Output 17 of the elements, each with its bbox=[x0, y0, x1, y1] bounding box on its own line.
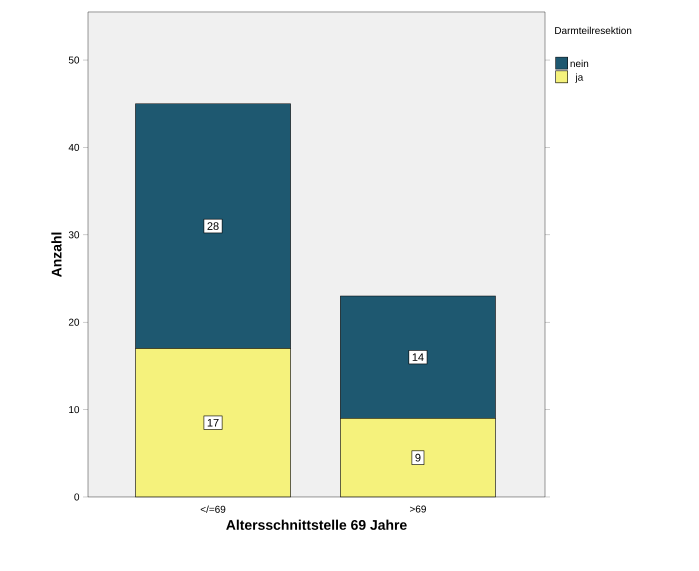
x-tick-label: >69 bbox=[410, 506, 426, 513]
y-axis-title: Anzahl bbox=[51, 232, 62, 277]
x-axis-title: Altersschnittstelle 69 Jahre bbox=[226, 520, 407, 530]
data-label: 14 bbox=[412, 353, 424, 361]
y-tick-label: 20 bbox=[68, 318, 80, 326]
x-tick-label: </=69 bbox=[200, 506, 226, 513]
data-label: 28 bbox=[207, 222, 219, 230]
y-tick-label: 40 bbox=[68, 144, 80, 151]
y-tick-label: 50 bbox=[68, 56, 80, 64]
y-tick-label: 0 bbox=[74, 493, 80, 501]
legend-label: ja bbox=[575, 73, 584, 83]
legend-title: Darmteilresektion bbox=[555, 26, 632, 34]
y-tick-label: 10 bbox=[69, 406, 80, 414]
data-label: 17 bbox=[208, 418, 219, 426]
data-label: 9 bbox=[415, 454, 420, 462]
y-tick-label: 30 bbox=[68, 231, 80, 238]
legend-label: nein bbox=[570, 60, 588, 68]
